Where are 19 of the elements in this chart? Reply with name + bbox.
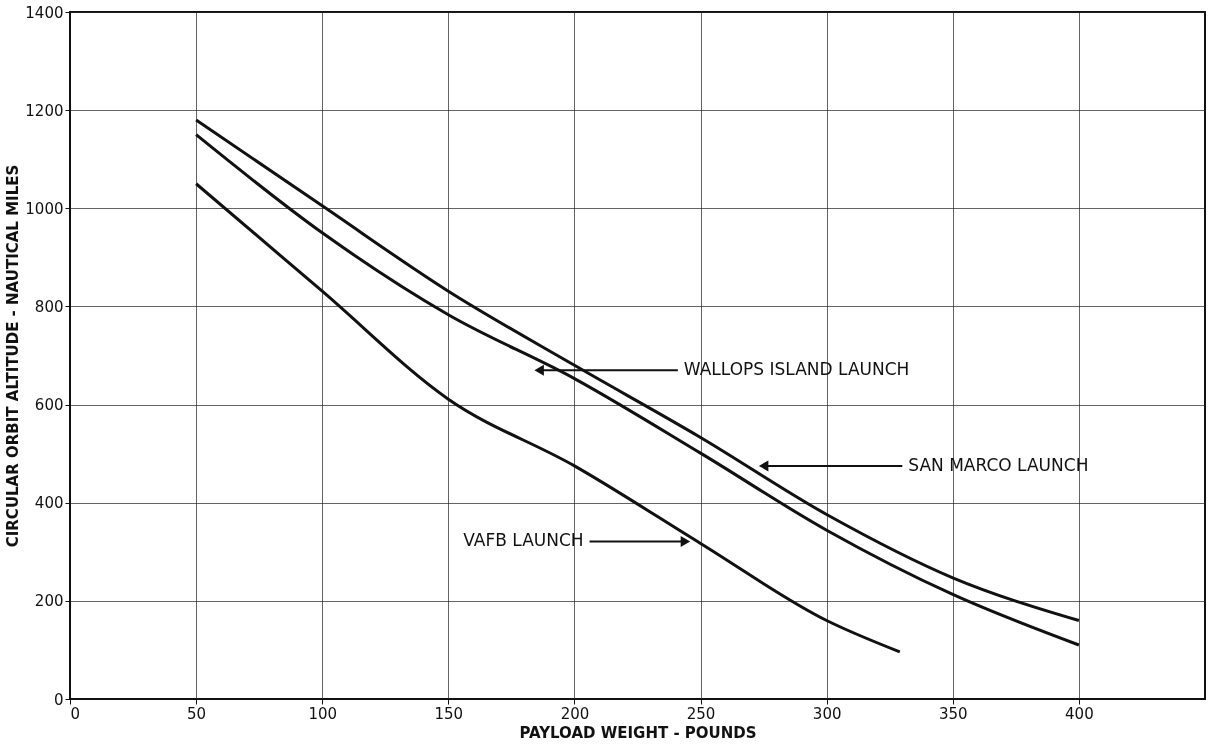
y-tick-label: 600 xyxy=(34,396,64,415)
y-tick-label: 0 xyxy=(53,690,64,709)
y-axis-title: CIRCULAR ORBIT ALTITUDE - NAUTICAL MILES xyxy=(4,164,23,548)
y-tick-label: 200 xyxy=(34,592,64,611)
x-tick-label: 50 xyxy=(187,704,207,723)
y-tick-label: 400 xyxy=(34,494,64,513)
x-tick-label: 300 xyxy=(812,704,842,723)
x-tick-label: 0 xyxy=(70,704,81,723)
x-tick-label: 250 xyxy=(686,704,716,723)
y-tick-label: 1200 xyxy=(25,101,64,120)
x-tick-label: 400 xyxy=(1065,704,1094,723)
x-tick-label: 350 xyxy=(938,704,968,723)
x-axis-title: PAYLOAD WEIGHT - POUNDS xyxy=(519,723,757,742)
y-tick-label: 1000 xyxy=(25,199,64,218)
x-tick-label: 150 xyxy=(434,704,464,723)
x-tick-label: 200 xyxy=(560,704,590,723)
y-tick-label: 1400 xyxy=(25,3,64,22)
x-tick-label: 100 xyxy=(308,704,338,723)
y-tick-label: 800 xyxy=(34,297,64,316)
